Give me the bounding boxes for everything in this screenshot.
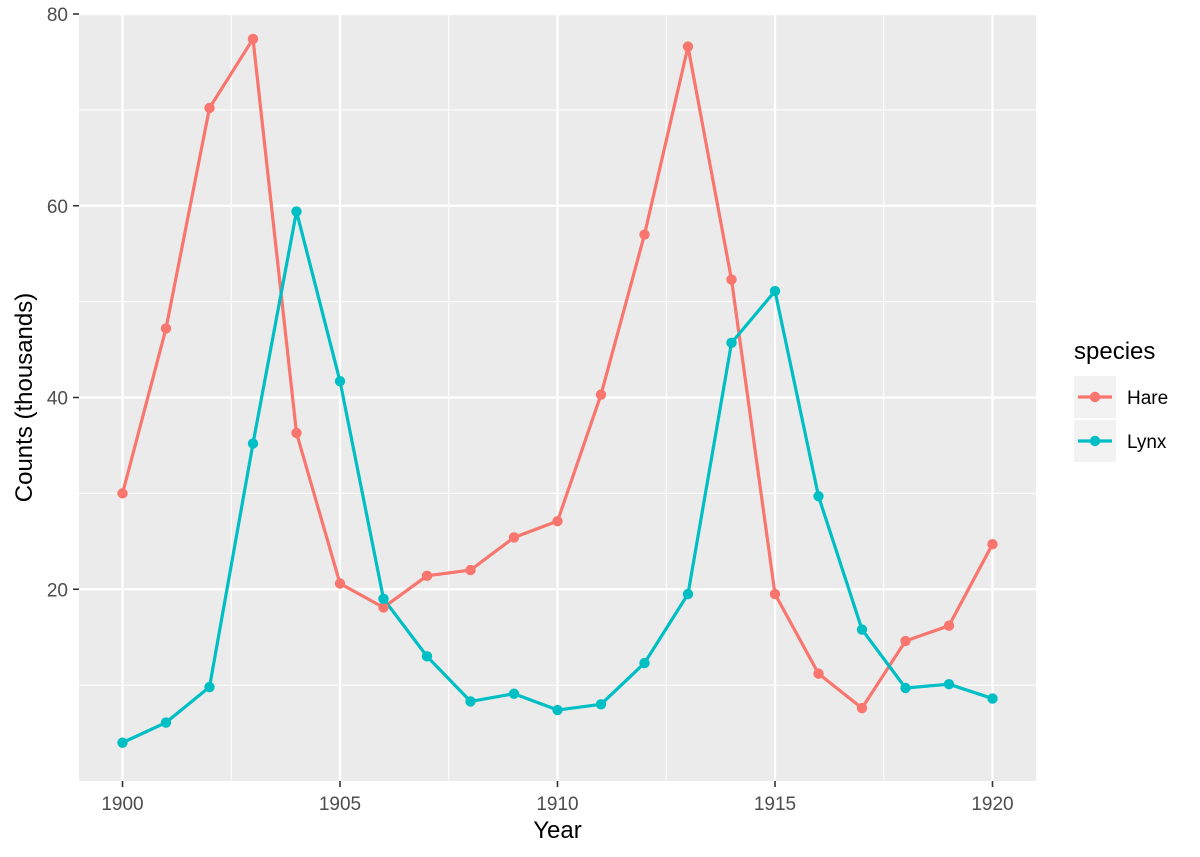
data-point-hare (334, 578, 346, 589)
legend-key-point-lynx (1089, 435, 1101, 447)
x-axis-title: Year (533, 817, 582, 844)
data-point-hare (204, 102, 215, 114)
data-point-lynx (552, 704, 563, 716)
data-point-lynx (291, 206, 302, 217)
data-point-hare (813, 668, 824, 679)
y-axis: 20 40 60 80 (47, 5, 79, 601)
data-point-lynx (769, 285, 781, 297)
data-point-lynx (943, 678, 955, 690)
data-point-hare (726, 274, 737, 285)
legend: species Hare Lynx (1074, 338, 1168, 462)
data-point-lynx (334, 376, 346, 387)
data-point-hare (943, 620, 955, 631)
data-point-lynx (856, 624, 868, 635)
data-point-lynx (726, 337, 737, 349)
data-point-hare (900, 635, 911, 647)
data-point-hare (117, 488, 128, 499)
x-tick-label: 1905 (319, 794, 361, 815)
data-point-hare (291, 427, 302, 439)
data-point-hare (856, 702, 868, 714)
x-tick-label: 1920 (971, 794, 1013, 815)
data-point-hare (160, 323, 172, 334)
data-point-hare (987, 538, 998, 550)
data-point-lynx (465, 696, 476, 707)
data-point-lynx (204, 681, 215, 693)
y-tick-label: 80 (47, 5, 68, 26)
data-point-lynx (378, 593, 389, 605)
data-point-hare (378, 602, 389, 613)
data-point-lynx (160, 717, 172, 728)
data-point-lynx (987, 693, 998, 704)
legend-item-lynx: Lynx (1074, 420, 1167, 462)
data-point-lynx (508, 688, 520, 699)
data-point-hare (552, 515, 563, 527)
legend-items: Hare Lynx (1074, 376, 1168, 462)
y-tick-label: 60 (47, 197, 68, 218)
y-tick-label: 20 (47, 580, 68, 601)
data-point-hare (421, 570, 433, 582)
data-point-hare (465, 564, 476, 576)
y-tick-label: 40 (47, 389, 68, 410)
data-point-hare (595, 389, 607, 400)
data-point-lynx (813, 491, 824, 502)
data-point-hare (769, 588, 781, 600)
y-axis-title: Counts (thousands) (11, 293, 38, 502)
data-point-lynx (117, 737, 128, 748)
legend-key-point-hare (1089, 391, 1101, 403)
legend-title: species (1074, 338, 1155, 365)
data-point-hare (508, 532, 520, 543)
data-point-hare (682, 41, 694, 52)
legend-label-hare: Hare (1127, 388, 1168, 409)
x-tick-label: 1900 (101, 794, 143, 815)
data-point-hare (247, 33, 259, 45)
legend-label-lynx: Lynx (1127, 432, 1167, 453)
data-point-lynx (421, 651, 433, 662)
legend-item-hare: Hare (1074, 376, 1168, 418)
series-layer (117, 33, 998, 748)
data-point-lynx (682, 588, 694, 600)
data-point-lynx (247, 438, 259, 449)
grid-major (79, 12, 1036, 781)
data-point-lynx (595, 699, 607, 710)
data-point-hare (639, 229, 650, 240)
x-tick-label: 1910 (536, 794, 578, 815)
x-axis: 1900 1905 1910 1915 1920 (101, 781, 1014, 815)
data-point-lynx (900, 682, 911, 694)
x-tick-label: 1915 (754, 794, 796, 815)
data-point-lynx (639, 657, 650, 669)
